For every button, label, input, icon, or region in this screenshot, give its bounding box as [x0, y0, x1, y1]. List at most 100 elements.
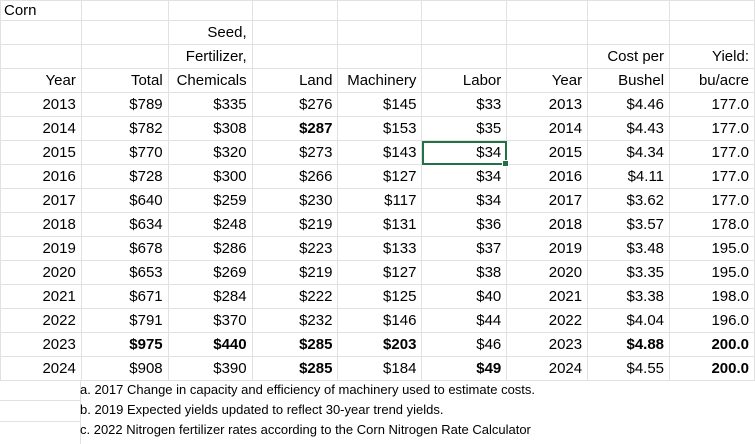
cost-per-bushel-cell[interactable]: $3.38 — [587, 284, 671, 309]
year-cell[interactable]: 2020 — [0, 260, 82, 285]
labor-cell[interactable]: $33 — [421, 92, 508, 117]
header-cell[interactable]: Year — [0, 68, 82, 93]
labor-cell[interactable]: $37 — [421, 236, 508, 261]
header-cell[interactable]: Machinery — [337, 68, 423, 93]
yield-cell[interactable]: 198.0 — [669, 284, 755, 309]
machinery-cell[interactable]: $133 — [337, 236, 423, 261]
machinery-cell[interactable]: $127 — [337, 164, 423, 189]
header-cell[interactable]: Year — [506, 68, 589, 93]
seed-fertilizer-chemicals-cell[interactable]: $440 — [167, 332, 253, 357]
year-cell[interactable]: 2020 — [506, 260, 589, 285]
cost-per-bushel-cell[interactable]: $3.48 — [587, 236, 671, 261]
machinery-cell[interactable]: $153 — [337, 116, 423, 141]
total-cell[interactable]: $678 — [80, 236, 169, 261]
yield-cell[interactable]: 177.0 — [669, 188, 755, 213]
header-cell[interactable]: Labor — [421, 68, 508, 93]
land-cell[interactable]: $222 — [251, 284, 339, 309]
yield-cell[interactable]: 177.0 — [669, 116, 755, 141]
cell[interactable] — [587, 20, 671, 45]
year-cell[interactable]: 2018 — [506, 212, 589, 237]
year-cell[interactable]: 2017 — [0, 188, 82, 213]
year-cell[interactable]: 2022 — [0, 308, 82, 333]
yield-cell[interactable]: 177.0 — [669, 92, 755, 117]
footnote-b[interactable]: b. 2019 Expected yields updated to refle… — [80, 402, 444, 417]
header-cell[interactable]: Total — [80, 68, 169, 93]
year-cell[interactable]: 2015 — [506, 140, 589, 165]
yield-cell[interactable]: 177.0 — [669, 140, 755, 165]
cell[interactable] — [669, 20, 755, 45]
cell[interactable] — [587, 0, 671, 21]
footnote-a[interactable]: a. 2017 Change in capacity and efficienc… — [80, 382, 536, 397]
land-cell[interactable]: $285 — [251, 332, 339, 357]
cost-per-bushel-cell[interactable]: $3.35 — [587, 260, 671, 285]
cell[interactable] — [337, 20, 423, 45]
cell[interactable] — [337, 44, 423, 69]
machinery-cell[interactable]: $145 — [337, 92, 423, 117]
cell[interactable] — [80, 44, 169, 69]
total-cell[interactable]: $634 — [80, 212, 169, 237]
total-cell[interactable]: $975 — [80, 332, 169, 357]
machinery-cell[interactable]: $143 — [337, 140, 423, 165]
year-cell[interactable]: 2013 — [506, 92, 589, 117]
header-cell[interactable]: bu/acre — [669, 68, 755, 93]
labor-cell[interactable]: $46 — [421, 332, 508, 357]
cell[interactable] — [506, 0, 589, 21]
cell[interactable] — [0, 44, 82, 69]
cell[interactable] — [251, 20, 339, 45]
labor-cell[interactable]: $40 — [421, 284, 508, 309]
land-cell[interactable]: $223 — [251, 236, 339, 261]
header-cell[interactable]: Seed, — [167, 20, 253, 45]
year-cell[interactable]: 2014 — [506, 116, 589, 141]
yield-cell[interactable]: 195.0 — [669, 260, 755, 285]
selected-cell[interactable]: $34 — [421, 140, 510, 168]
cost-per-bushel-cell[interactable]: $4.46 — [587, 92, 671, 117]
seed-fertilizer-chemicals-cell[interactable]: $390 — [167, 356, 253, 381]
year-cell[interactable]: 2018 — [0, 212, 82, 237]
cell[interactable] — [167, 0, 253, 21]
cell[interactable] — [669, 0, 755, 21]
cell[interactable] — [0, 20, 82, 45]
year-cell[interactable]: 2016 — [0, 164, 82, 189]
seed-fertilizer-chemicals-cell[interactable]: $308 — [167, 116, 253, 141]
cost-per-bushel-cell[interactable]: $3.62 — [587, 188, 671, 213]
total-cell[interactable]: $728 — [80, 164, 169, 189]
year-cell[interactable]: 2021 — [506, 284, 589, 309]
cost-per-bushel-cell[interactable]: $4.11 — [587, 164, 671, 189]
cost-per-bushel-cell[interactable]: $3.57 — [587, 212, 671, 237]
cost-per-bushel-cell[interactable]: $4.34 — [587, 140, 671, 165]
yield-cell[interactable]: 200.0 — [669, 332, 755, 357]
total-cell[interactable]: $908 — [80, 356, 169, 381]
cell[interactable] — [80, 0, 169, 21]
total-cell[interactable]: $770 — [80, 140, 169, 165]
year-cell[interactable]: 2022 — [506, 308, 589, 333]
machinery-cell[interactable]: $146 — [337, 308, 423, 333]
footnote-c[interactable]: c. 2022 Nitrogen fertilizer rates accord… — [80, 422, 531, 437]
machinery-cell[interactable]: $127 — [337, 260, 423, 285]
seed-fertilizer-chemicals-cell[interactable]: $248 — [167, 212, 253, 237]
machinery-cell[interactable]: $125 — [337, 284, 423, 309]
cell[interactable] — [421, 20, 508, 45]
year-cell[interactable]: 2017 — [506, 188, 589, 213]
yield-cell[interactable]: 178.0 — [669, 212, 755, 237]
labor-cell[interactable]: $34 — [421, 188, 508, 213]
cell[interactable] — [80, 20, 169, 45]
total-cell[interactable]: $789 — [80, 92, 169, 117]
labor-cell[interactable]: $49 — [421, 356, 508, 381]
cell[interactable] — [506, 20, 589, 45]
land-cell[interactable]: $285 — [251, 356, 339, 381]
land-cell[interactable]: $266 — [251, 164, 339, 189]
labor-cell[interactable]: $38 — [421, 260, 508, 285]
header-cell[interactable]: Bushel — [587, 68, 671, 93]
seed-fertilizer-chemicals-cell[interactable]: $320 — [167, 140, 253, 165]
machinery-cell[interactable]: $184 — [337, 356, 423, 381]
yield-cell[interactable]: 200.0 — [669, 356, 755, 381]
year-cell[interactable]: 2013 — [0, 92, 82, 117]
cost-per-bushel-cell[interactable]: $4.88 — [587, 332, 671, 357]
total-cell[interactable]: $791 — [80, 308, 169, 333]
machinery-cell[interactable]: $117 — [337, 188, 423, 213]
yield-cell[interactable]: 195.0 — [669, 236, 755, 261]
seed-fertilizer-chemicals-cell[interactable]: $300 — [167, 164, 253, 189]
seed-fertilizer-chemicals-cell[interactable]: $269 — [167, 260, 253, 285]
machinery-cell[interactable]: $203 — [337, 332, 423, 357]
year-cell[interactable]: 2014 — [0, 116, 82, 141]
